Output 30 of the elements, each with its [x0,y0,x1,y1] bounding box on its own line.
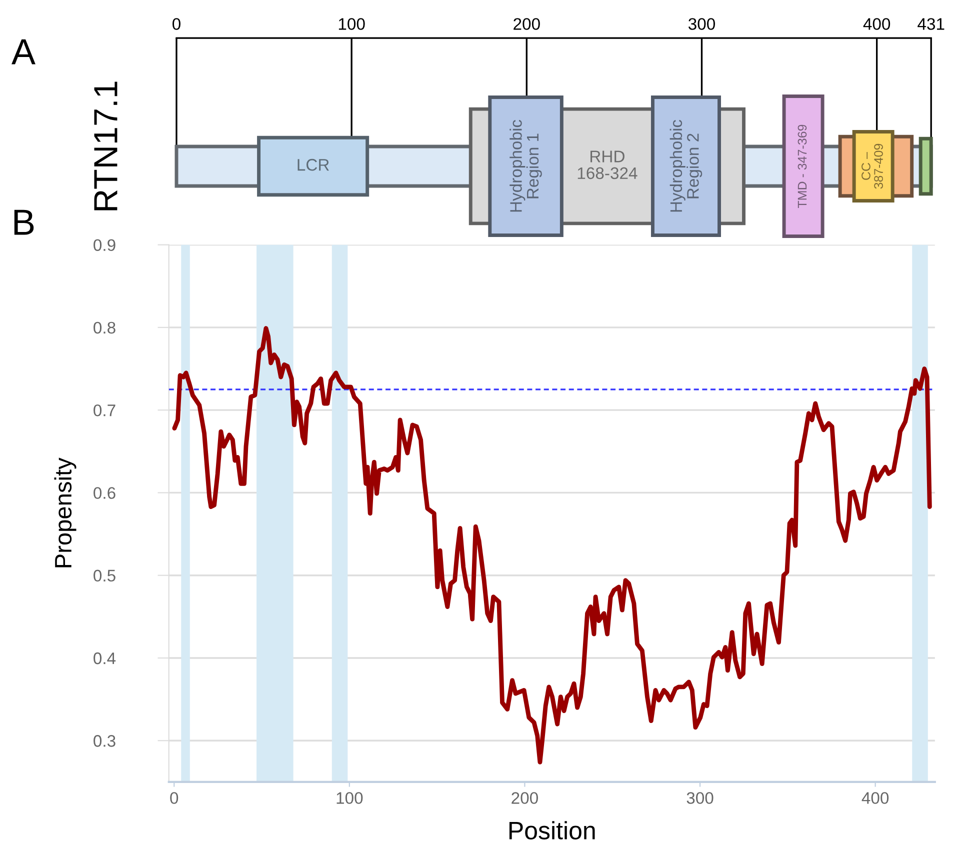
x-tick-label: 300 [686,792,714,804]
x-tick-label: 400 [863,18,890,30]
y-axis-title: Propensity [54,458,76,568]
y-tick-label: 0.6 [94,487,116,499]
y-tick-label: 0.7 [94,404,116,416]
y-tick-label: 0.8 [94,322,116,334]
x-tick-label: 200 [512,792,538,804]
line-series [172,326,932,764]
x-tick-label: 300 [688,18,715,30]
x-tick-label: 100 [336,792,363,804]
y-tick-label: 0.4 [94,652,116,664]
x-axis-title: Position [509,821,595,840]
chart-title: B [14,210,34,235]
x-tick-label: 200 [514,18,540,30]
x-tick-label: 0 [172,18,180,30]
x-tick-label: 400 [862,792,889,804]
series-label: TMD - 347-369 [798,124,807,208]
series-label: Hydrophobic Region 1 [510,120,542,212]
y-tick-label: 0.9 [94,239,116,251]
chart-title: A [12,39,36,64]
series-label: RHD 168-324 [578,150,638,180]
x-tick-label: 100 [338,18,365,30]
series-label: CC – 387-409 [862,144,883,189]
y-axis-title: RTN17.1 [94,82,118,210]
series-label: Hydrophobic Region 2 [670,120,702,212]
x-tick-label: 0 [170,792,178,804]
y-tick-label: 0.3 [94,735,116,747]
y-tick-label: 0.5 [94,570,116,582]
x-tick-label: 431 [918,18,944,30]
series-label: LCR [298,158,329,171]
